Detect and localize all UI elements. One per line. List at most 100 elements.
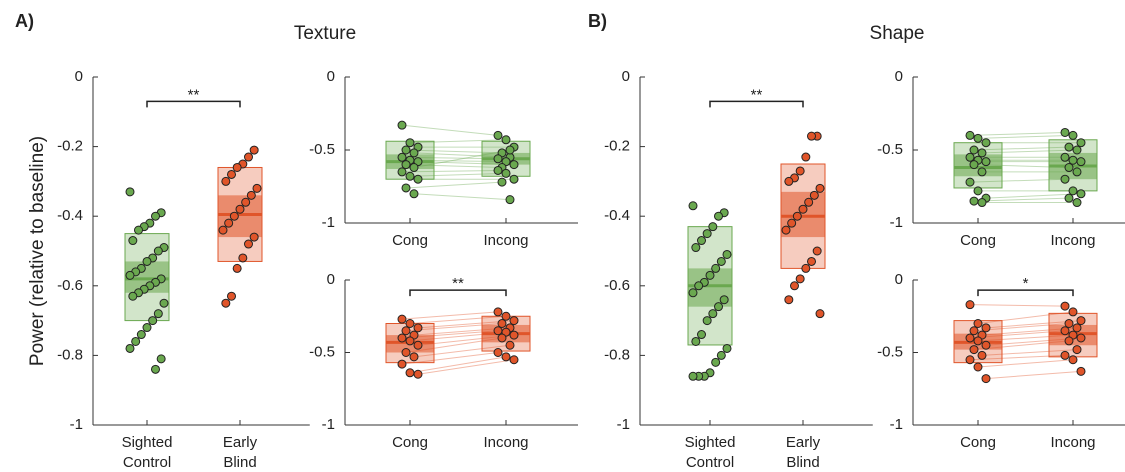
y-tick-label: -0.5 [309,343,335,360]
data-point [781,225,791,235]
data-point [697,330,706,340]
data-point [1072,345,1082,355]
data-point [807,131,816,141]
data-point [241,197,251,207]
pair-line [985,193,1082,199]
data-point [965,130,975,140]
data-point [413,323,423,333]
data-point [249,232,259,242]
data-point [711,263,721,273]
pair-line [401,352,499,365]
data-point [973,336,983,346]
data-point [1064,319,1074,328]
y-tick-label: -0.8 [604,346,630,363]
data-point [1068,130,1078,140]
y-tick-label: 0 [895,68,903,85]
y-tick-label: -1 [617,416,630,433]
data-point [397,120,407,130]
pair-line [409,331,507,342]
data-point [125,343,135,353]
data-point [493,307,503,317]
pair-line [973,197,1070,202]
data-point [244,239,253,249]
significance-bracket [977,289,1074,297]
pair-line [401,169,499,173]
data-point [397,167,407,177]
pair-line [981,149,1078,154]
data-point [1076,316,1086,326]
data-point [142,323,152,333]
data-point [722,343,732,353]
data-point [1072,167,1082,177]
pair-line [409,172,507,177]
data-point [973,319,983,328]
data-point [969,345,979,355]
data-point [134,225,143,235]
data-point [973,133,983,143]
data-point [232,263,242,273]
pair-line [985,370,1082,380]
data-point [413,340,423,350]
data-point [697,236,706,246]
y-tick-label: -1 [70,416,83,433]
data-point [965,300,975,310]
data-point [714,302,723,312]
pair-line [977,134,1074,139]
significance-label: ** [751,86,763,103]
pair-line [977,311,1074,324]
pair-line [969,304,1066,307]
x-tick-label: Cong [392,232,428,249]
data-point [784,295,794,305]
data-point [1076,333,1086,343]
data-point [249,145,259,155]
pair-line [413,193,511,201]
data-point [1076,189,1086,199]
data-point [235,204,245,214]
data-point [804,197,814,207]
data-point [694,281,704,291]
y-tick-label: -0.4 [604,207,630,224]
pair-line [977,334,1074,342]
pair-line [405,149,503,154]
data-point [493,348,503,357]
data-point [509,316,519,326]
data-point [405,171,415,181]
data-point [252,183,262,193]
x-tick-label: Sighted Control [685,434,736,471]
pair-line [413,152,511,158]
data-point [969,145,979,155]
data-point [509,330,519,340]
data-point [218,225,228,235]
data-point [965,177,975,187]
data-point [409,148,419,158]
data-point [981,374,991,384]
pair-line [409,315,507,324]
pair-line [409,356,507,374]
data-point [413,174,423,184]
data-point [784,176,794,186]
pair-line [973,340,1070,351]
pair-line [401,124,499,136]
data-point [1072,198,1082,208]
y-tick-label: 0 [75,68,83,85]
x-tick-label: Incong [483,232,528,249]
y-tick-label: -1 [890,416,903,433]
data-point [801,152,811,162]
pair-line [405,337,503,353]
data-point [1060,301,1070,311]
data-point [493,326,503,336]
data-point [711,357,721,367]
data-point [401,348,411,357]
pair-line [977,359,1074,368]
y-tick-label: -0.2 [57,138,83,155]
data-point [246,190,256,200]
data-point [1068,186,1078,196]
data-point [807,256,816,266]
data-point [159,298,169,308]
data-point [493,130,503,140]
pair-line [973,164,1070,169]
data-point [722,249,732,259]
y-tick-label: -1 [322,214,335,231]
x-tick-label: Incong [1050,434,1095,451]
data-point [1064,142,1074,152]
